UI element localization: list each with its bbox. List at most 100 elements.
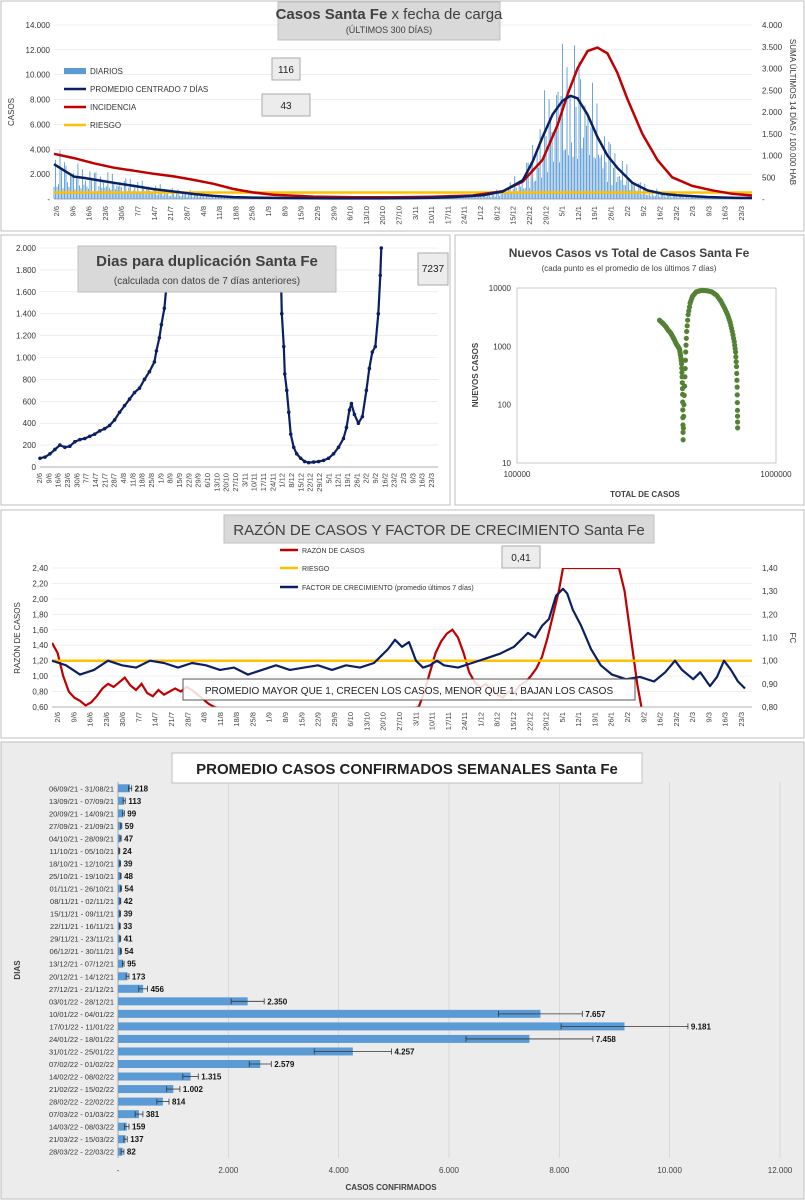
cases-daily-bar <box>541 177 543 199</box>
ratio-x-tick: 26/1 <box>607 712 616 727</box>
cases-daily-bar <box>135 193 137 199</box>
cases-daily-bar <box>93 173 95 199</box>
ratio-x-tick: 12/1 <box>574 712 583 727</box>
doubling-point <box>352 412 357 417</box>
cases-daily-bar <box>451 198 453 199</box>
cases-x-tick: 5/1 <box>558 206 567 216</box>
cases-daily-bar <box>122 191 124 199</box>
weekly-value-label: 59 <box>125 822 134 831</box>
scatter-point <box>716 296 722 302</box>
doubling-point <box>306 460 311 465</box>
doubling-point <box>117 410 122 415</box>
cases-y2-tick: 500 <box>762 173 776 182</box>
weekly-value-label: 24 <box>123 847 132 856</box>
cases-daily-bar <box>472 196 474 199</box>
weekly-value-label: 218 <box>135 784 149 793</box>
cases-legend-label: PROMEDIO CENTRADO 7 DÍAS <box>90 85 208 94</box>
cases-daily-bar <box>666 194 668 199</box>
doubling-point <box>38 456 42 461</box>
weekly-title-box <box>171 752 643 784</box>
weekly-y-label: DIAS <box>13 960 22 980</box>
cases-daily-bar <box>614 153 616 199</box>
cases-daily-bar <box>138 191 140 199</box>
weekly-title: PROMEDIO CASOS CONFIRMADOS SEMANALES San… <box>196 761 618 778</box>
scatter-point <box>680 399 686 405</box>
cases-daily-bar <box>615 182 617 199</box>
cases-daily-bar <box>551 131 553 199</box>
cases-daily-bar <box>648 190 650 199</box>
cases-daily-bar <box>460 197 462 199</box>
weekly-value-label: 113 <box>128 797 141 806</box>
cases-x-tick: 1/9 <box>264 206 273 216</box>
cases-daily-bar <box>77 163 79 199</box>
scatter-point <box>680 437 686 443</box>
cases-daily-bar <box>215 196 216 199</box>
cases-daily-bar <box>596 103 598 199</box>
weekly-bar <box>118 872 121 880</box>
doubling-point <box>157 335 162 340</box>
ratio-y-tick: 1,20 <box>32 657 48 666</box>
weekly-category-label: 08/11/21 - 02/11/21 <box>50 897 114 906</box>
scatter-point <box>734 399 740 406</box>
cases-x-tick: 25/8 <box>248 206 257 221</box>
cases-daily-bar <box>125 178 127 199</box>
weekly-bar <box>118 884 121 893</box>
weekly-category-label: 21/03/22 - 15/03/22 <box>49 1135 114 1144</box>
ratio-x-tick: 28/7 <box>183 712 192 727</box>
weekly-bar <box>118 909 121 918</box>
cases-daily-bar <box>647 194 649 199</box>
ratio-y-tick: 1,00 <box>32 672 48 681</box>
cases-daily-bar <box>587 118 589 199</box>
cases-y2-tick: 3.500 <box>762 43 783 52</box>
ratio-legend-label: RIESGO <box>302 566 330 573</box>
cases-daily-bar <box>521 178 523 199</box>
ratio-y-tick: 1,40 <box>32 641 48 650</box>
doubling-point <box>302 459 307 464</box>
doubling-point <box>378 273 383 278</box>
weekly-category-label: 07/03/22 - 01/03/22 <box>49 1110 114 1119</box>
doubling-point <box>336 445 341 450</box>
cases-x-tick: 17/11 <box>443 206 452 224</box>
cases-daily-bar <box>168 195 170 199</box>
ratio-x-tick: 29/9 <box>330 712 339 727</box>
weekly-value-label: 39 <box>124 910 133 919</box>
cases-y2-tick: 3.000 <box>762 65 783 74</box>
ratio-x-tick: 16/6 <box>86 712 95 727</box>
cases-daily-bar <box>548 99 550 199</box>
scatter-point <box>680 429 686 435</box>
scatter-panel <box>454 234 805 506</box>
weekly-bar <box>118 947 121 956</box>
weekly-bar <box>118 922 120 931</box>
weekly-x-tick: 6.000 <box>439 1166 460 1175</box>
weekly-category-label: 13/12/21 - 07/12/21 <box>49 960 114 969</box>
doubling-point <box>344 425 349 430</box>
weekly-category-label: 10/01/22 - 04/01/22 <box>49 1010 114 1019</box>
ratio-x-tick: 24/11 <box>460 712 469 730</box>
scatter-point <box>680 407 686 413</box>
weekly-category-label: 28/02/22 - 22/02/22 <box>49 1098 114 1107</box>
cases-daily-bar <box>144 194 146 199</box>
scatter-y-tick: 1000 <box>493 342 511 351</box>
cases-y-tick: - <box>47 195 50 204</box>
cases-daily-bar <box>485 196 487 199</box>
scatter-x-tick: 100000 <box>504 470 531 479</box>
weekly-bar <box>118 1022 625 1031</box>
ratio-x-tick: 23/2 <box>672 712 681 727</box>
cases-callout-daily: 116 <box>278 65 294 76</box>
ratio-x-tick: 5/1 <box>558 712 567 722</box>
weekly-bar <box>118 1085 174 1094</box>
ratio-y-tick: 1,80 <box>32 610 48 619</box>
cases-daily-bar <box>198 196 200 199</box>
cases-daily-bar <box>657 192 659 199</box>
cases-x-tick: 16/2 <box>655 206 664 221</box>
ratio-y2-label: FC <box>788 633 797 644</box>
ratio-y-tick: 2,20 <box>32 579 48 588</box>
cases-average-line <box>53 94 753 200</box>
scatter-point <box>734 407 741 413</box>
cases-daily-bar <box>511 193 513 199</box>
cases-x-tick: 29/9 <box>329 206 338 221</box>
weekly-category-label: 25/10/21 - 19/10/21 <box>49 872 114 881</box>
cases-daily-bar <box>158 191 160 199</box>
ratio-y-tick: 2,00 <box>32 595 48 604</box>
cases-daily-bar <box>96 191 98 199</box>
